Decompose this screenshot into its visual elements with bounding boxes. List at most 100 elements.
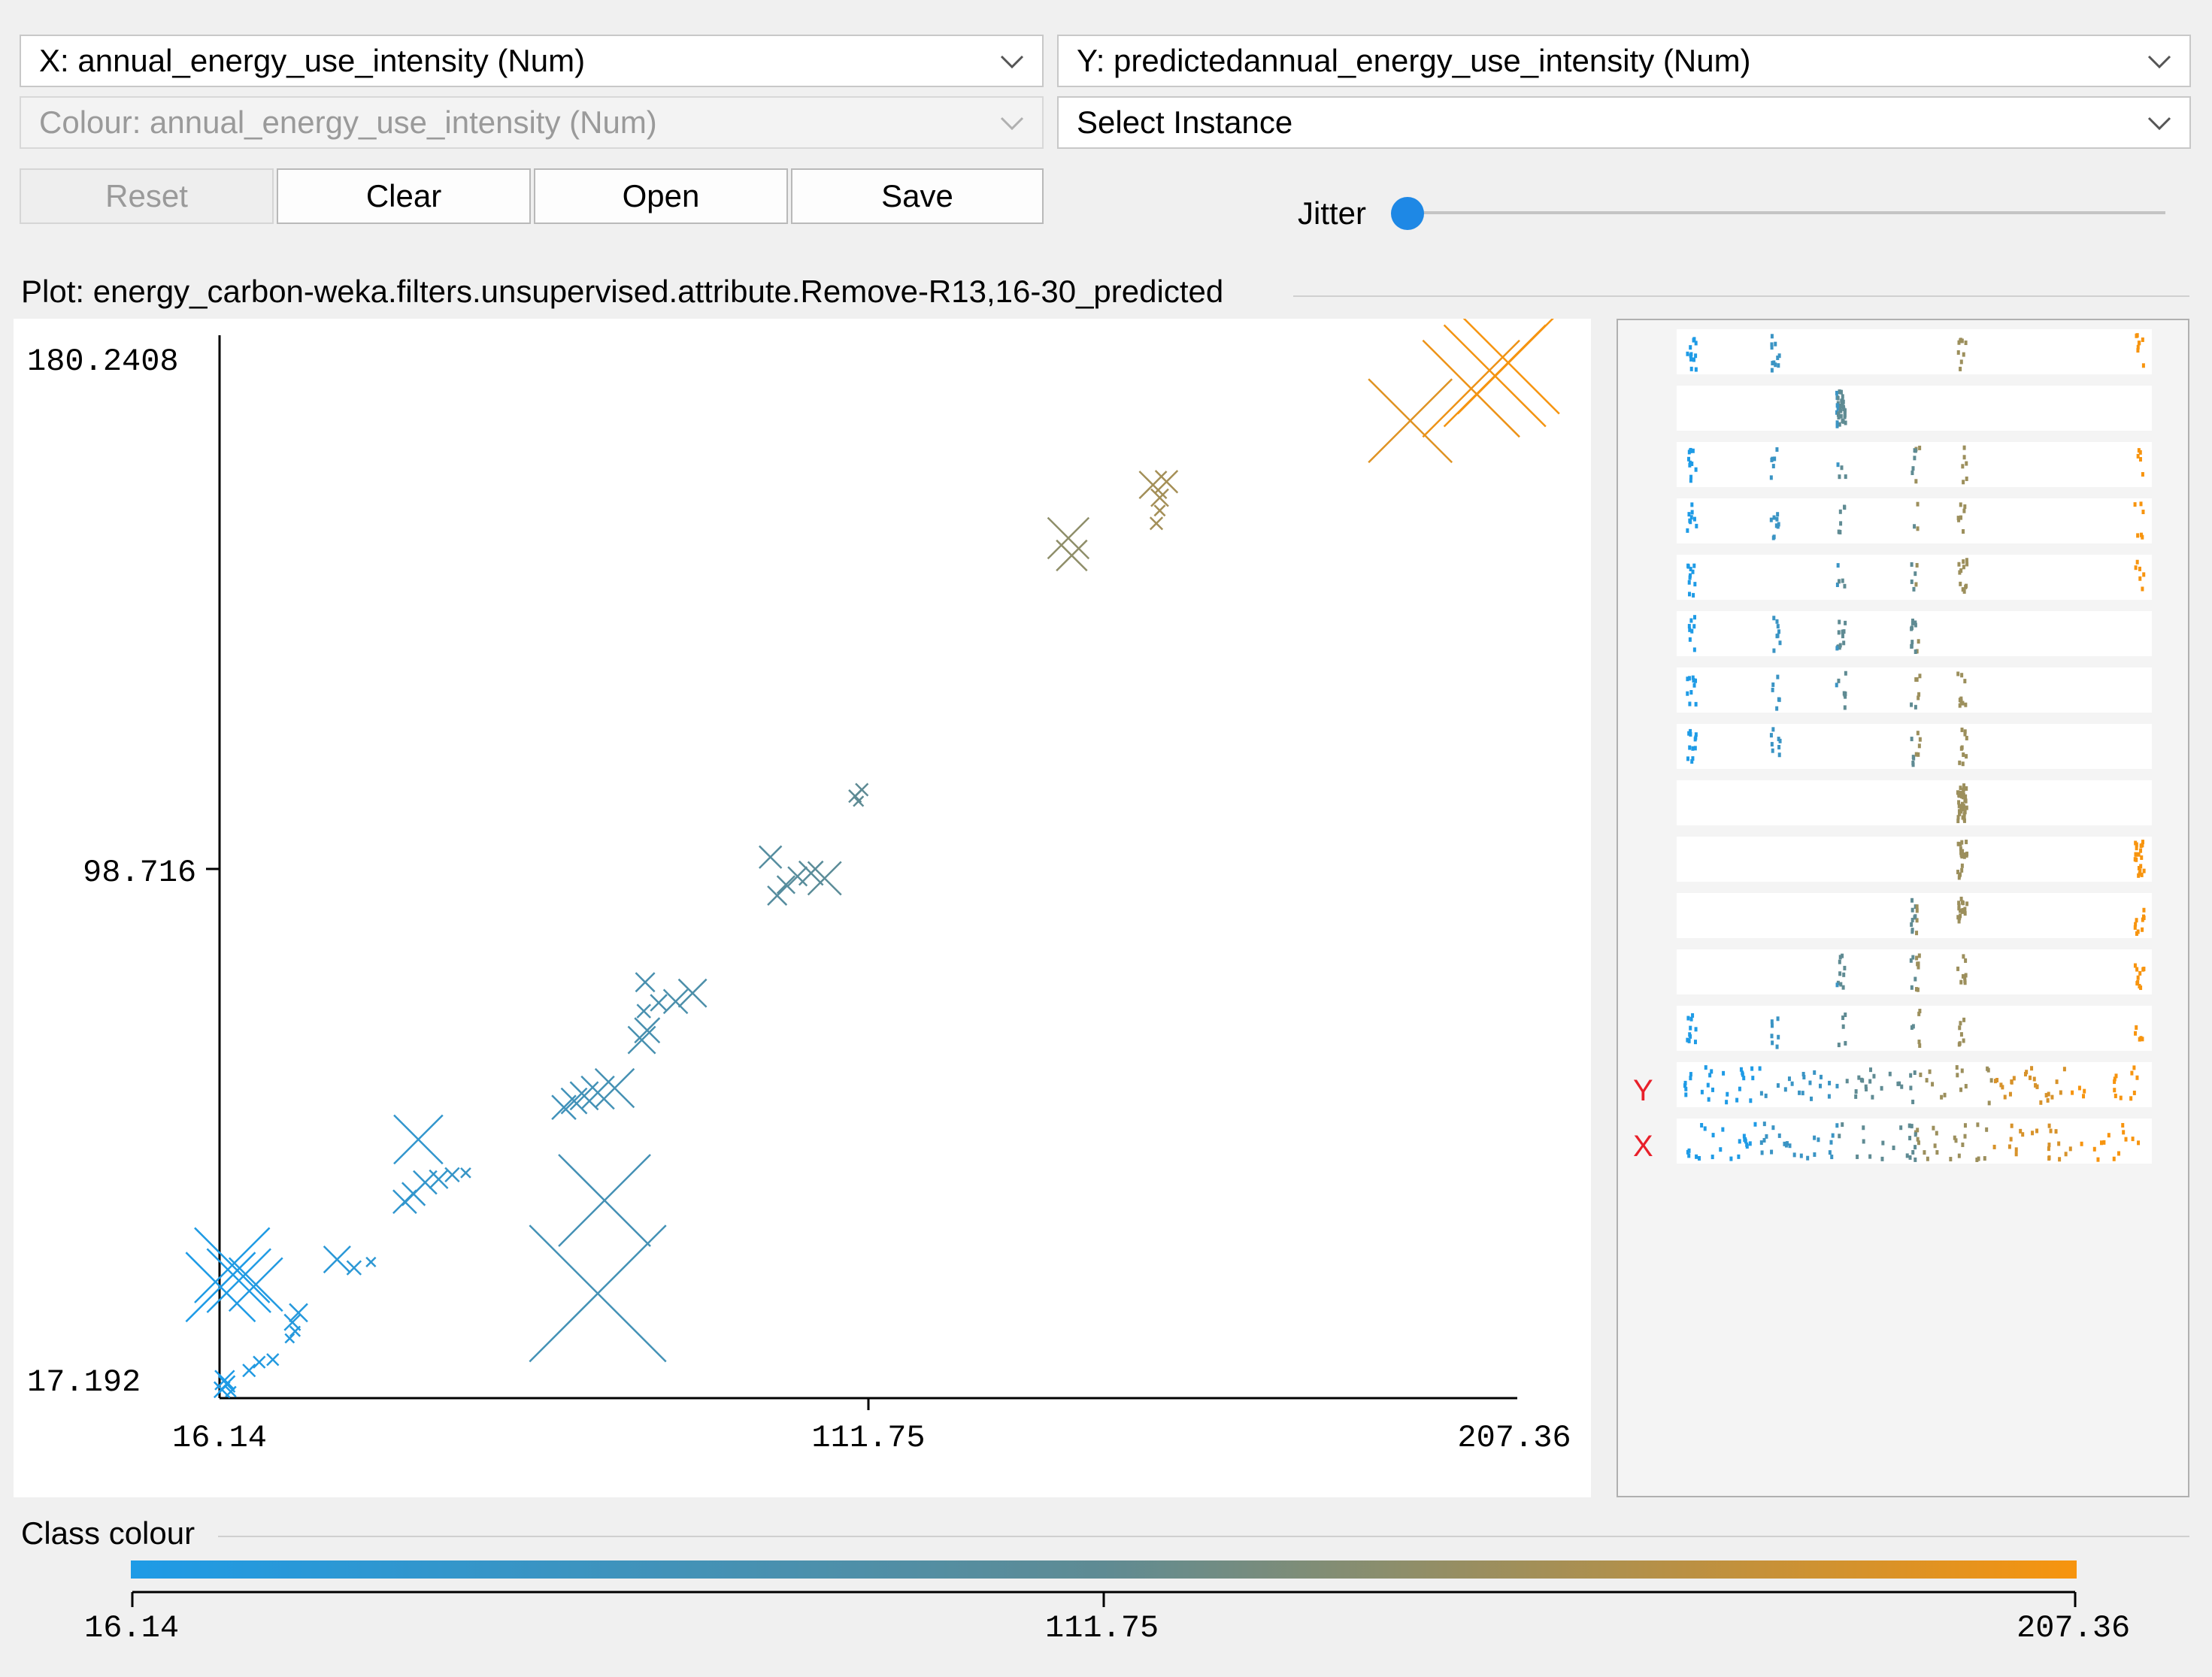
data-point [225, 1385, 237, 1398]
data-point [635, 972, 656, 993]
data-point [228, 1257, 283, 1312]
data-point [634, 1017, 661, 1044]
data-point [798, 860, 824, 886]
instance-select-label: Select Instance [1077, 104, 1293, 140]
matrix-row[interactable] [1677, 780, 2152, 825]
data-point [569, 1081, 599, 1111]
data-point [1422, 339, 1520, 438]
scatter-plot[interactable]: 180.2408 98.716 17.192 16.14 111.75 207.… [14, 319, 1591, 1497]
x-axis-select-label: X: annual_energy_use_intensity (Num) [39, 43, 586, 78]
data-point [636, 1003, 652, 1019]
data-point [1149, 516, 1164, 531]
jitter-slider[interactable] [1391, 197, 2165, 230]
data-points [185, 319, 1560, 1399]
data-point [194, 1227, 271, 1303]
data-point [767, 885, 788, 906]
data-point [1154, 470, 1179, 494]
chevron-down-icon [1000, 55, 1024, 69]
matrix-row[interactable] [1677, 1006, 2152, 1051]
plot-title: Plot: energy_carbon-weka.filters.unsuper… [21, 274, 1230, 310]
data-point [283, 1313, 301, 1331]
matrix-row[interactable] [1677, 837, 2152, 882]
data-point [558, 1154, 651, 1247]
attribute-matrix-panel[interactable]: Y X [1617, 319, 2189, 1497]
chevron-down-icon [1000, 117, 1024, 131]
class-colour-min: 16.14 [84, 1610, 180, 1646]
attribute-strips [1677, 329, 2152, 1164]
jitter-slider-thumb[interactable] [1391, 197, 1424, 230]
class-colour-bar [131, 1560, 2077, 1579]
x-tick-label-mid: 111.75 [811, 1420, 925, 1456]
matrix-row[interactable] [1677, 442, 2152, 487]
attribute-matrix-svg[interactable]: Y X [1618, 320, 2188, 1496]
matrix-row[interactable] [1677, 893, 2152, 938]
data-point [206, 1248, 271, 1313]
y-tick-label-mid: 98.716 [83, 855, 196, 891]
data-point [662, 988, 689, 1015]
x-tick-label-max: 207.36 [1457, 1420, 1571, 1456]
class-colour-max: 207.36 [2017, 1610, 2131, 1646]
class-colour-mid: 111.75 [1045, 1610, 1159, 1646]
matrix-row[interactable] [1677, 949, 2152, 994]
class-colour-title: Class colour [21, 1515, 203, 1551]
colour-select[interactable]: Colour: annual_energy_use_intensity (Num… [20, 96, 1044, 149]
data-point [1150, 488, 1169, 507]
matrix-row[interactable] [1677, 724, 2152, 769]
data-point [185, 1252, 256, 1323]
data-point [1368, 378, 1453, 464]
jitter-slider-track [1398, 211, 2165, 214]
matrix-y-label: Y [1633, 1074, 1653, 1107]
chevron-down-icon [2147, 55, 2171, 69]
data-point [560, 1087, 588, 1115]
data-point [627, 1025, 656, 1055]
matrix-row[interactable] [1677, 667, 2152, 713]
data-point [1056, 539, 1088, 572]
data-point [242, 1364, 256, 1378]
colour-select-label: Colour: annual_energy_use_intensity (Num… [39, 104, 657, 140]
matrix-x-label: X [1633, 1130, 1653, 1163]
data-point [429, 1169, 449, 1189]
data-point [853, 795, 865, 807]
data-point [1456, 319, 1560, 415]
save-button[interactable]: Save [791, 168, 1044, 224]
class-colour-axis [131, 1591, 2077, 1607]
matrix-row[interactable] [1677, 386, 2152, 431]
data-point [807, 861, 842, 896]
data-point [266, 1353, 280, 1367]
data-point [444, 1167, 460, 1183]
data-point [346, 1260, 362, 1276]
data-point [323, 1245, 351, 1274]
data-point [1138, 471, 1168, 500]
jitter-label: Jitter [1298, 195, 1367, 231]
x-axis-select[interactable]: X: annual_energy_use_intensity (Num) [20, 35, 1044, 87]
matrix-row[interactable] [1677, 555, 2152, 600]
data-point [677, 978, 708, 1008]
data-point [776, 875, 795, 895]
data-point [214, 1370, 235, 1391]
y-axis-select-label: Y: predictedannual_energy_use_intensity … [1077, 43, 1751, 78]
data-point [1153, 504, 1166, 517]
matrix-row[interactable] [1677, 611, 2152, 656]
scatter-plot-svg[interactable]: 180.2408 98.716 17.192 16.14 111.75 207.… [14, 319, 1591, 1497]
data-point [787, 866, 808, 887]
y-tick-label-min: 17.192 [27, 1364, 141, 1400]
y-tick-label-max: 180.2408 [27, 344, 179, 380]
chevron-down-icon [2147, 117, 2171, 131]
data-point [650, 994, 668, 1012]
data-point [594, 1067, 635, 1109]
reset-button[interactable]: Reset [20, 168, 274, 224]
data-point [758, 845, 783, 869]
matrix-row[interactable] [1677, 329, 2152, 374]
data-point [1047, 516, 1090, 560]
clear-button[interactable]: Clear [277, 168, 531, 224]
data-point [529, 1224, 667, 1363]
data-point [289, 1303, 308, 1323]
data-point [393, 1114, 444, 1165]
matrix-row-y[interactable] [1677, 1062, 2152, 1107]
open-button[interactable]: Open [534, 168, 788, 224]
instance-select[interactable]: Select Instance [1057, 96, 2191, 149]
data-point [855, 782, 869, 797]
y-axis-select[interactable]: Y: predictedannual_energy_use_intensity … [1057, 35, 2191, 87]
matrix-row[interactable] [1677, 498, 2152, 543]
matrix-row-x[interactable] [1677, 1119, 2152, 1164]
